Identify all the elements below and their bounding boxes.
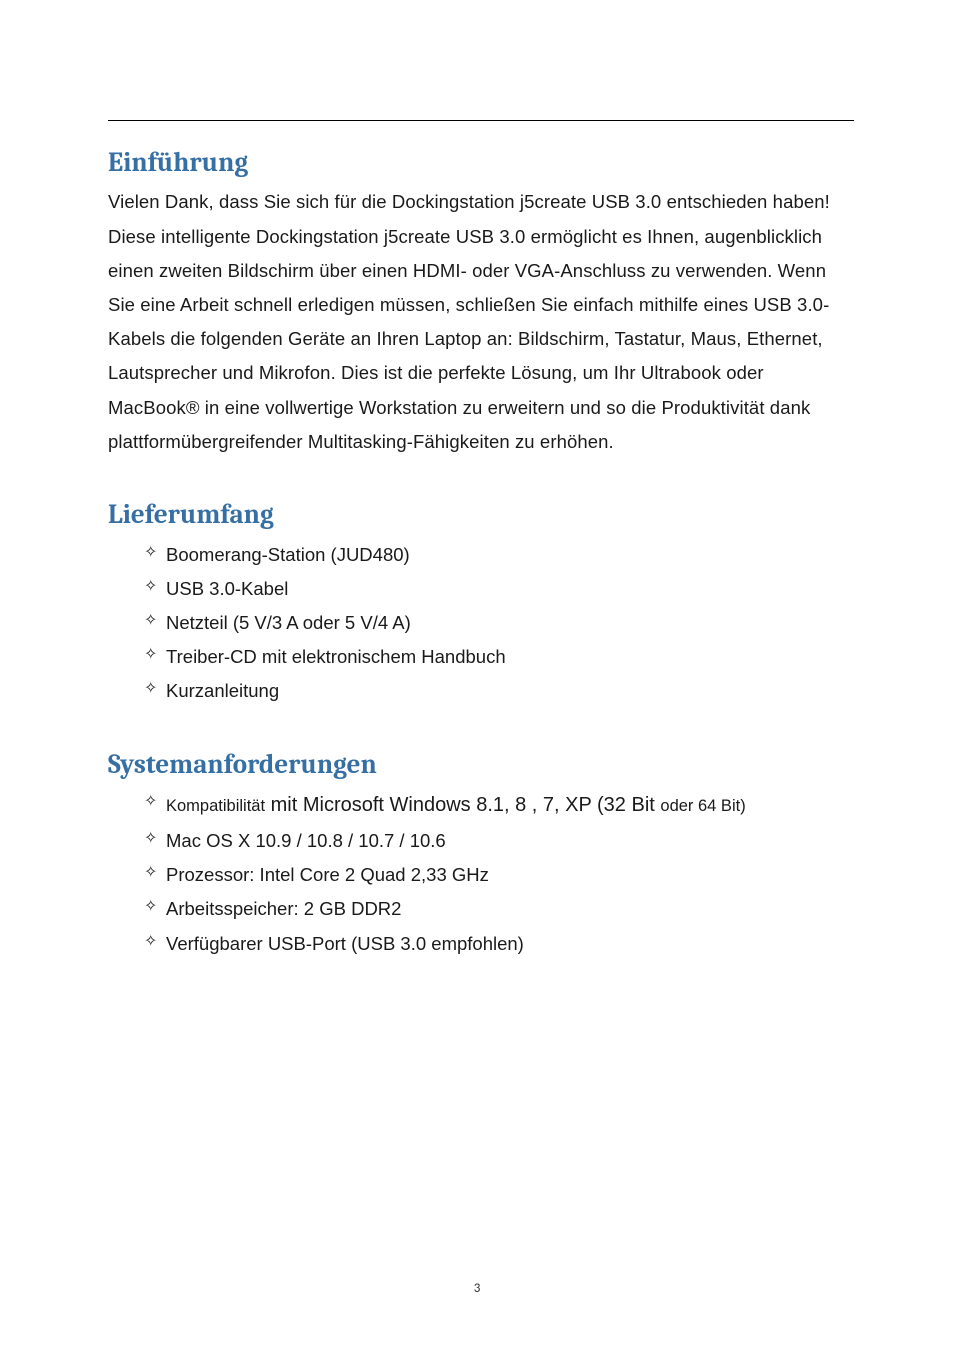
list-item: Netzteil (5 V/3 A oder 5 V/4 A) (144, 606, 854, 640)
text-fragment: mit Microsoft Windows 8.1, 8 , 7, XP (32… (265, 794, 660, 816)
list-item: Arbeitsspeicher: 2 GB DDR2 (144, 892, 854, 926)
scope-list: Boomerang-Station (JUD480) USB 3.0-Kabel… (144, 538, 854, 709)
page-number: 3 (0, 1281, 954, 1296)
top-rule (108, 120, 854, 121)
heading-scope-of-delivery: Lieferumfang (108, 499, 854, 531)
intro-paragraph: Vielen Dank, dass Sie sich für die Docki… (108, 185, 854, 459)
list-item: Treiber-CD mit elektronischem Handbuch (144, 640, 854, 674)
text-fragment: Kompatibilität (166, 797, 265, 815)
heading-introduction: Einführung (108, 147, 854, 179)
list-item: Kompatibilität mit Microsoft Windows 8.1… (144, 787, 854, 824)
heading-system-requirements: Systemanforderungen (108, 749, 854, 781)
list-item: Verfügbarer USB-Port (USB 3.0 empfohlen) (144, 927, 854, 961)
list-item: Prozessor: Intel Core 2 Quad 2,33 GHz (144, 858, 854, 892)
list-item: USB 3.0-Kabel (144, 572, 854, 606)
list-item: Mac OS X 10.9 / 10.8 / 10.7 / 10.6 (144, 824, 854, 858)
document-page: Einführung Vielen Dank, dass Sie sich fü… (0, 0, 954, 1350)
list-item: Kurzanleitung (144, 674, 854, 708)
text-fragment: oder 64 Bit) (660, 797, 745, 815)
sysreq-list: Kompatibilität mit Microsoft Windows 8.1… (144, 787, 854, 961)
list-item: Boomerang-Station (JUD480) (144, 538, 854, 572)
